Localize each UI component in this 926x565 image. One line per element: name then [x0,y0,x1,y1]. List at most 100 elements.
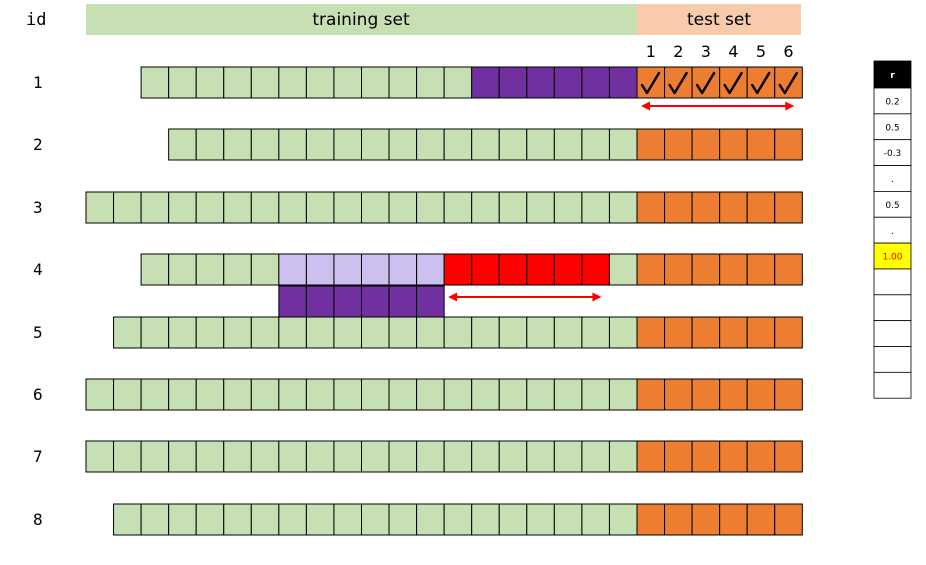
test-cell [746,316,776,349]
test-cell [774,128,803,161]
analog-horizon-arrow [448,292,602,302]
training-cell [223,191,252,224]
matched-window-cell [361,253,390,286]
training-cell [195,440,225,473]
test-cell [746,253,776,286]
matched-window-cell [278,253,307,286]
training-cell [278,503,307,536]
test-step-label: 3 [701,42,711,61]
check-icon [751,71,771,95]
r-table-value: . [891,175,894,185]
training-cell [250,378,280,411]
training-cell [333,503,363,536]
row-id-label: 2 [33,135,43,154]
test-cell [636,316,666,349]
test-set-header [637,4,801,35]
following-window-cell [471,253,500,286]
training-cell [223,128,252,161]
test-cell [719,66,748,99]
training-cell [498,316,528,349]
training-cell [498,191,528,224]
training-cell [168,378,197,411]
test-cell [691,253,721,286]
training-cell [168,128,197,161]
training-cell [608,128,638,161]
test-cell [636,66,666,99]
test-cell [664,191,693,224]
test-cell [691,503,721,536]
test-cell [746,128,776,161]
training-cell [250,503,280,536]
r-table-value: -0.3 [884,149,902,159]
training-cell [608,316,638,349]
test-cell [664,503,693,536]
training-cell [443,503,473,536]
following-window-cell [553,253,583,286]
test-cell [664,316,693,349]
training-cell [471,191,500,224]
test-cell [664,128,693,161]
training-cell [608,253,638,286]
training-cell [416,66,445,99]
r-table-cell [873,113,912,141]
row-id-label: 5 [33,323,43,342]
test-cell [636,378,666,411]
query-window-cell [388,285,418,318]
test-cell [746,191,776,224]
test-cell [636,253,666,286]
training-cell [85,440,115,473]
training-cell [443,128,473,161]
check-icon [668,71,688,95]
training-cell [553,316,583,349]
training-cell [581,378,610,411]
row-id-label: 6 [33,385,43,404]
training-cell [250,66,280,99]
training-cell [250,128,280,161]
training-cell [581,128,610,161]
query-window-cell [581,66,610,99]
training-cell [333,66,363,99]
query-window-overlay [278,285,445,318]
training-cell [526,128,555,161]
training-cell [113,503,142,536]
training-cell [278,128,307,161]
training-cell [305,66,335,99]
training-cell [526,503,555,536]
annotations [278,101,795,318]
forecast-horizon-arrow [641,101,795,111]
check-icon [723,71,743,95]
r-table-cell [873,139,912,166]
r-table-header-label: r [890,71,895,81]
series-row [113,316,803,349]
training-cell [168,66,197,99]
training-cell [333,316,363,349]
series-row [85,440,803,473]
training-cell [443,378,473,411]
training-cell [471,440,500,473]
training-cell [168,503,197,536]
r-table-value: 0.5 [885,201,899,211]
training-cell [526,440,555,473]
training-cell [250,191,280,224]
test-step-label: 6 [783,42,793,61]
training-cell [443,66,473,99]
check-icon [640,71,661,95]
training-cell [250,440,280,473]
test-step-label: 1 [646,42,656,61]
training-set-label: training set [312,10,410,30]
training-cell [443,440,473,473]
training-cell [333,378,363,411]
test-step-label: 5 [756,42,766,61]
following-window-cell [581,253,610,286]
test-cell [691,191,721,224]
training-cell [195,66,225,99]
test-cell [691,66,721,99]
training-cell [140,191,170,224]
training-cell [416,128,445,161]
training-cell [416,440,445,473]
training-cell [195,316,225,349]
training-cell [195,191,225,224]
test-set-label: test set [687,10,751,30]
training-cell [278,191,307,224]
